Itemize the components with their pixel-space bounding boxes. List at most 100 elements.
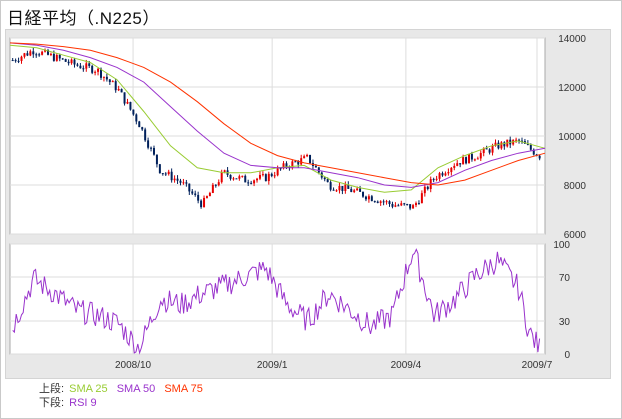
candle-body bbox=[364, 196, 367, 200]
rsi-plot-area bbox=[9, 243, 546, 355]
candle-body bbox=[279, 168, 282, 170]
candle-body bbox=[417, 203, 420, 205]
candle-body bbox=[241, 175, 244, 177]
candle-body bbox=[126, 101, 129, 104]
candle-body bbox=[220, 171, 223, 183]
candle-body bbox=[214, 184, 217, 186]
candle-body bbox=[426, 186, 429, 190]
candle-body bbox=[94, 71, 97, 73]
candle-body bbox=[205, 196, 208, 198]
candle-body bbox=[38, 54, 41, 56]
candle-body bbox=[450, 167, 453, 173]
candle-body bbox=[485, 148, 488, 150]
candle-body bbox=[194, 193, 197, 195]
candle-body bbox=[462, 157, 465, 165]
candle-body bbox=[476, 158, 479, 160]
candle-body bbox=[258, 174, 261, 179]
candle-body bbox=[347, 184, 350, 189]
candle-body bbox=[176, 178, 179, 181]
candle-body bbox=[161, 173, 164, 175]
candle-body bbox=[261, 174, 264, 176]
candle-body bbox=[373, 201, 376, 203]
candle-body bbox=[229, 174, 232, 179]
candle-body bbox=[338, 186, 341, 191]
legend-lower: 下段: RSI 9 bbox=[39, 397, 103, 410]
legend-sma75: SMA 75 bbox=[164, 383, 203, 395]
candle-body bbox=[150, 147, 153, 149]
candle-body bbox=[88, 63, 91, 66]
candle-body bbox=[58, 55, 61, 59]
candle-body bbox=[385, 201, 388, 203]
candle-body bbox=[367, 196, 370, 200]
candle-body bbox=[326, 179, 329, 183]
candle-body bbox=[350, 188, 353, 192]
candle-body bbox=[479, 153, 482, 159]
price-tick-label: 14000 bbox=[558, 34, 586, 45]
candle-body bbox=[276, 168, 279, 176]
candle-body bbox=[67, 61, 70, 64]
candle-body bbox=[138, 121, 141, 128]
candle-body bbox=[188, 183, 191, 192]
candle-body bbox=[397, 205, 400, 207]
candle-body bbox=[314, 165, 317, 168]
candle-body bbox=[300, 158, 303, 165]
candle-body bbox=[47, 50, 50, 55]
candle-body bbox=[482, 148, 485, 154]
candle-body bbox=[35, 54, 38, 56]
candle-body bbox=[273, 175, 276, 177]
candle-body bbox=[217, 182, 220, 186]
candle-body bbox=[164, 173, 167, 175]
candle-body bbox=[497, 142, 500, 149]
legend-upper-label: 上段: bbox=[39, 383, 65, 395]
candle-body bbox=[491, 145, 494, 153]
candle-body bbox=[400, 203, 403, 206]
candle-body bbox=[49, 53, 52, 55]
candle-body bbox=[32, 51, 35, 55]
candle-body bbox=[82, 68, 85, 70]
candle-body bbox=[55, 55, 58, 61]
candle-body bbox=[97, 68, 100, 72]
candle-body bbox=[306, 154, 309, 157]
legend-rsi9: RSI 9 bbox=[69, 397, 97, 409]
candle-body bbox=[155, 154, 158, 165]
candle-body bbox=[353, 190, 356, 192]
candle-body bbox=[14, 60, 17, 62]
sma75-line bbox=[9, 42, 546, 186]
candle-body bbox=[223, 170, 226, 172]
candle-body bbox=[420, 193, 423, 204]
candle-body bbox=[270, 173, 273, 177]
axis-labels: 6000 8000 10000 12000 14000 0 30 70 100 2008/10 20… bbox=[115, 34, 586, 371]
legend-upper: 上段: SMA 25 SMA 50 SMA 75 bbox=[39, 383, 209, 396]
candle-body bbox=[23, 53, 26, 57]
candle-body bbox=[52, 53, 55, 61]
candle-body bbox=[503, 142, 506, 147]
candle-body bbox=[362, 191, 365, 197]
candle-body bbox=[256, 178, 259, 181]
candle-body bbox=[515, 139, 518, 141]
candle-body bbox=[102, 76, 105, 78]
price-tick-label: 6000 bbox=[564, 230, 587, 241]
candle-body bbox=[415, 203, 418, 206]
grid-lines bbox=[10, 37, 545, 355]
candle-body bbox=[250, 182, 253, 184]
candle-body bbox=[203, 197, 206, 208]
rsi-tick-label: 100 bbox=[553, 240, 570, 251]
candle-body bbox=[388, 201, 391, 204]
candle-body bbox=[467, 153, 470, 164]
rsi-tick-label: 70 bbox=[559, 273, 571, 284]
candle-body bbox=[185, 182, 188, 184]
candle-body bbox=[79, 65, 82, 69]
candle-body bbox=[191, 191, 194, 194]
candle-body bbox=[406, 204, 409, 206]
candle-body bbox=[232, 178, 235, 180]
candle-body bbox=[341, 186, 344, 192]
candle-body bbox=[470, 153, 473, 160]
candle-body bbox=[409, 204, 412, 209]
candle-body bbox=[303, 156, 306, 159]
candle-body bbox=[423, 186, 426, 194]
candle-body bbox=[20, 56, 23, 61]
candle-body bbox=[123, 92, 126, 104]
candle-body bbox=[29, 51, 32, 56]
candle-body bbox=[111, 81, 114, 83]
candle-body bbox=[382, 201, 385, 203]
